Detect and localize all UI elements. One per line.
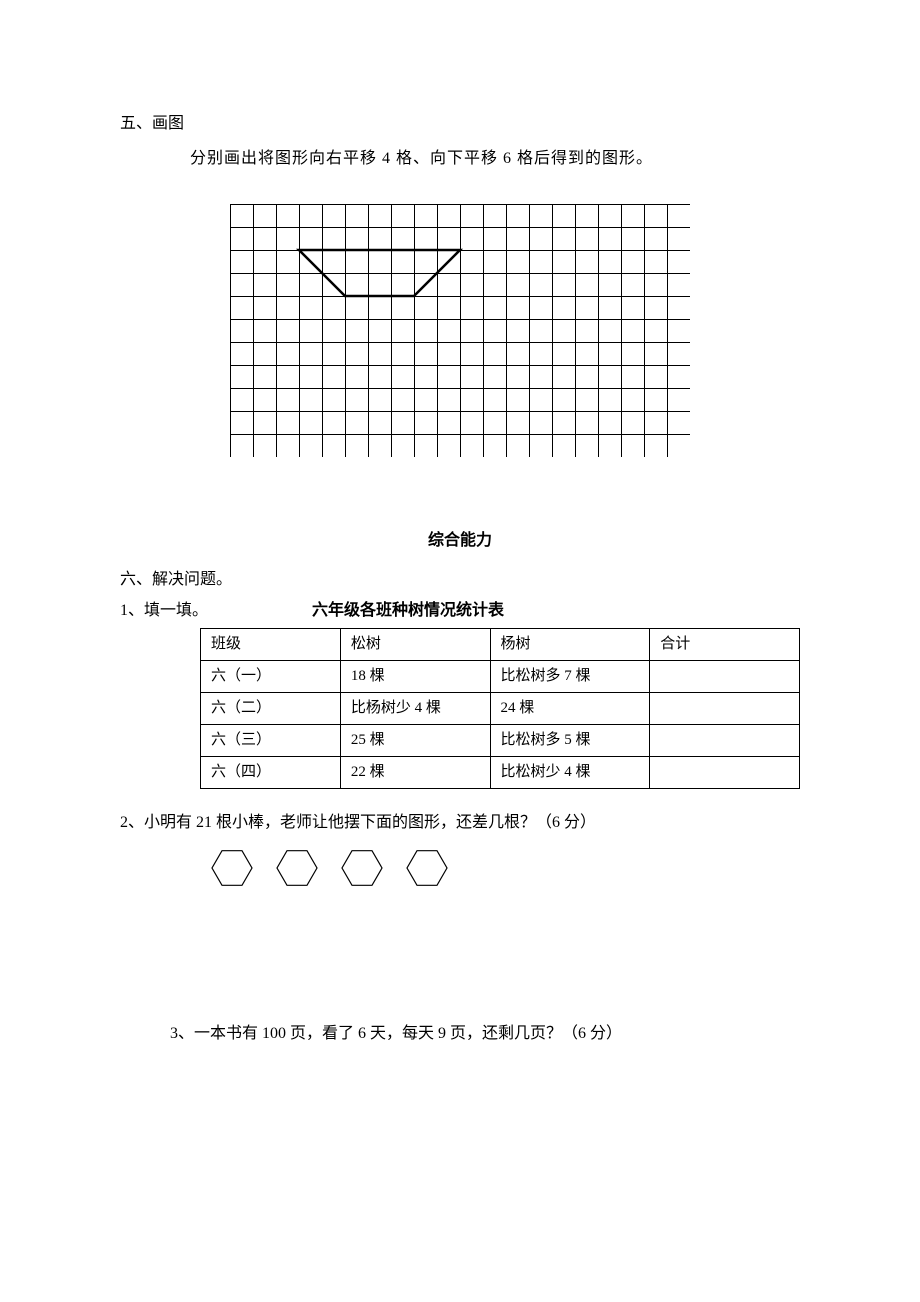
question-3-text: 3、一本书有 100 页，看了 6 天，每天 9 页，还剩几页？（6 分）	[170, 1020, 800, 1049]
question-2-text: 2、小明有 21 根小棒，老师让他摆下面的图形，还差几根？（6 分）	[120, 809, 800, 838]
table-cell	[650, 756, 800, 788]
section-6-heading: 六、解决问题。	[120, 566, 800, 595]
table-cell: 合计	[650, 628, 800, 660]
table-cell: 25 棵	[340, 724, 490, 756]
table-cell: 班级	[201, 628, 341, 660]
table-cell: 六（一）	[201, 660, 341, 692]
table-cell: 六（四）	[201, 756, 341, 788]
table-cell: 比松树多 5 棵	[490, 724, 650, 756]
hexagon-row	[210, 846, 800, 901]
table-cell: 比杨树少 4 棵	[340, 692, 490, 724]
section-5-instruction: 分别画出将图形向右平移 4 格、向下平移 6 格后得到的图形。	[190, 145, 800, 174]
table-cell: 六（二）	[201, 692, 341, 724]
grid-figure	[230, 204, 800, 468]
table-cell: 22 棵	[340, 756, 490, 788]
table-cell: 杨树	[490, 628, 650, 660]
hexagon-svg	[210, 846, 490, 890]
question-1-line: 1、填一填。 六年级各班种树情况统计表	[120, 597, 800, 626]
table-cell	[650, 692, 800, 724]
table-cell: 比松树多 7 棵	[490, 660, 650, 692]
table-cell: 比松树少 4 棵	[490, 756, 650, 788]
hexagon-icon	[277, 850, 317, 885]
table-title: 六年级各班种树情况统计表	[312, 597, 504, 626]
hexagon-icon	[342, 850, 382, 885]
hexagon-icon	[407, 850, 447, 885]
table-cell	[650, 660, 800, 692]
table-cell: 24 棵	[490, 692, 650, 724]
q1-label: 1、填一填。	[120, 602, 208, 619]
table-cell: 18 棵	[340, 660, 490, 692]
table-row: 六（二）比杨树少 4 棵24 棵	[201, 692, 800, 724]
section-5-heading: 五、画图	[120, 110, 800, 139]
table-row: 六（四）22 棵比松树少 4 棵	[201, 756, 800, 788]
ability-title: 综合能力	[120, 527, 800, 556]
table-cell	[650, 724, 800, 756]
grid-svg	[230, 204, 690, 457]
hexagon-icon	[212, 850, 252, 885]
table-row: 班级松树杨树合计	[201, 628, 800, 660]
table-row: 六（一）18 棵比松树多 7 棵	[201, 660, 800, 692]
table-row: 六（三）25 棵比松树多 5 棵	[201, 724, 800, 756]
table-cell: 六（三）	[201, 724, 341, 756]
table-cell: 松树	[340, 628, 490, 660]
statistics-table: 班级松树杨树合计六（一）18 棵比松树多 7 棵六（二）比杨树少 4 棵24 棵…	[200, 628, 800, 789]
